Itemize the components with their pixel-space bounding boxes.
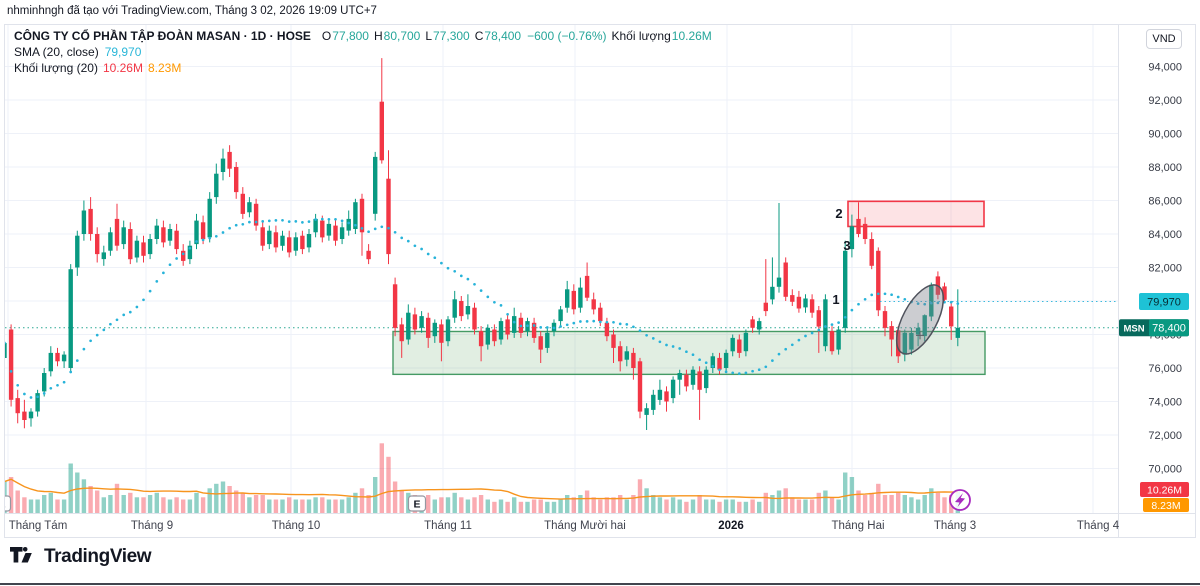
volume-label: Khối lượng xyxy=(611,29,671,43)
ellipse-drawing[interactable] xyxy=(887,278,953,361)
svg-text:90,000: 90,000 xyxy=(1148,128,1182,140)
close-label: C xyxy=(474,29,484,43)
svg-text:79,970: 79,970 xyxy=(1147,296,1181,308)
open-label: O xyxy=(321,29,332,43)
note-2[interactable]: 2 xyxy=(835,206,842,221)
note-3[interactable]: 3 xyxy=(843,238,850,253)
tradingview-wordmark: TradingView xyxy=(44,546,152,567)
svg-text:70,000: 70,000 xyxy=(1148,463,1182,475)
close-value: 78,400 xyxy=(484,29,522,43)
sma-price-chip: 79,970 xyxy=(1139,293,1189,311)
open-value: 77,800 xyxy=(332,29,369,43)
svg-text:74,000: 74,000 xyxy=(1148,396,1182,408)
volume-value: 10.26M xyxy=(671,29,712,43)
volume-ma-chip: 8.23M xyxy=(1143,498,1189,512)
high-label: H xyxy=(373,29,383,43)
svg-text:8.23M: 8.23M xyxy=(1151,500,1180,512)
symbol-title[interactable]: CÔNG TY CỔ PHẦN TẬP ĐOÀN MASAN · 1D · HO… xyxy=(14,29,311,43)
volume20-ma: 8.23M xyxy=(147,61,182,75)
svg-text:94,000: 94,000 xyxy=(1148,61,1182,73)
legend-symbol-row[interactable]: CÔNG TY CỔ PHẦN TẬP ĐOÀN MASAN · 1D · HO… xyxy=(14,29,712,44)
chart-widget: 1 2 3 E E 94,000 92,000 90,000 88,000 86,000 84,00… xyxy=(0,24,1196,538)
svg-text:72,000: 72,000 xyxy=(1148,430,1182,442)
volume20-current: 10.26M xyxy=(102,61,143,75)
earnings-badge[interactable]: E xyxy=(0,495,12,512)
svg-text:2026: 2026 xyxy=(718,520,744,532)
last-price-chip: MSN 78,400 xyxy=(1119,319,1189,337)
chart-canvas[interactable]: 1 2 3 E E 94,000 92,000 90,000 88,000 86,000 84,00… xyxy=(0,25,1195,537)
support-zone-drawing[interactable] xyxy=(392,330,986,376)
svg-text:Tháng 9: Tháng 9 xyxy=(131,520,173,532)
svg-text:82,000: 82,000 xyxy=(1148,262,1182,274)
change-value: −600 (−0.76%) xyxy=(527,29,607,43)
sma-line xyxy=(3,217,960,399)
earnings-badge[interactable]: E xyxy=(407,495,427,512)
volume-value-chip: 10.26M xyxy=(1140,482,1189,497)
svg-text:78,400: 78,400 xyxy=(1152,323,1186,335)
high-value: 80,700 xyxy=(383,29,421,43)
svg-text:MSN: MSN xyxy=(1123,323,1144,334)
tradingview-logo-icon xyxy=(10,547,32,563)
attribution-text: nhminhngh đã tạo với TradingView.com, Th… xyxy=(7,5,377,17)
legend-volume-row[interactable]: Khối lượng (20) 10.26M 8.23M xyxy=(14,61,712,76)
svg-text:Tháng Hai: Tháng Hai xyxy=(831,520,884,532)
note-1[interactable]: 1 xyxy=(832,292,839,307)
time-axis[interactable]: Tháng Tám Tháng 9 Tháng 10 Tháng 11 Tháng Mư… xyxy=(9,520,1120,532)
volume20-label: Khối lượng (20) xyxy=(14,61,98,75)
bottom-divider xyxy=(0,583,1200,585)
svg-text:Tháng 3: Tháng 3 xyxy=(934,520,976,532)
svg-text:10.26M: 10.26M xyxy=(1147,485,1182,497)
volume-bars xyxy=(2,443,960,514)
svg-text:Tháng 10: Tháng 10 xyxy=(272,520,321,532)
svg-text:E: E xyxy=(5,499,6,511)
svg-text:84,000: 84,000 xyxy=(1148,229,1182,241)
svg-text:76,000: 76,000 xyxy=(1148,363,1182,375)
chart-legend[interactable]: CÔNG TY CỔ PHẦN TẬP ĐOÀN MASAN · 1D · HO… xyxy=(14,29,712,77)
svg-text:Tháng Mười hai: Tháng Mười hai xyxy=(544,520,626,532)
svg-text:Tháng 4: Tháng 4 xyxy=(1077,520,1120,532)
svg-text:Tháng Tám: Tháng Tám xyxy=(9,520,68,532)
sma-label: SMA (20, close) xyxy=(14,45,99,59)
svg-text:92,000: 92,000 xyxy=(1148,95,1182,107)
svg-text:88,000: 88,000 xyxy=(1148,162,1182,174)
sma-value: 79,970 xyxy=(104,45,142,59)
tradingview-footer[interactable]: TradingView xyxy=(10,546,152,568)
currency-button[interactable]: VND xyxy=(1146,29,1182,49)
svg-text:E: E xyxy=(413,499,420,511)
volume-ma-line xyxy=(4,478,958,500)
low-value: 77,300 xyxy=(433,29,470,43)
resistance-zone-drawing[interactable] xyxy=(847,200,985,228)
svg-text:86,000: 86,000 xyxy=(1148,195,1182,207)
lightning-marker-icon[interactable] xyxy=(949,489,971,511)
legend-sma-row[interactable]: SMA (20, close) 79,970 xyxy=(14,45,712,60)
price-axis[interactable]: 94,000 92,000 90,000 88,000 86,000 84,000 82,0… xyxy=(1148,61,1182,475)
svg-text:Tháng 11: Tháng 11 xyxy=(424,520,472,532)
low-label: L xyxy=(425,29,433,43)
